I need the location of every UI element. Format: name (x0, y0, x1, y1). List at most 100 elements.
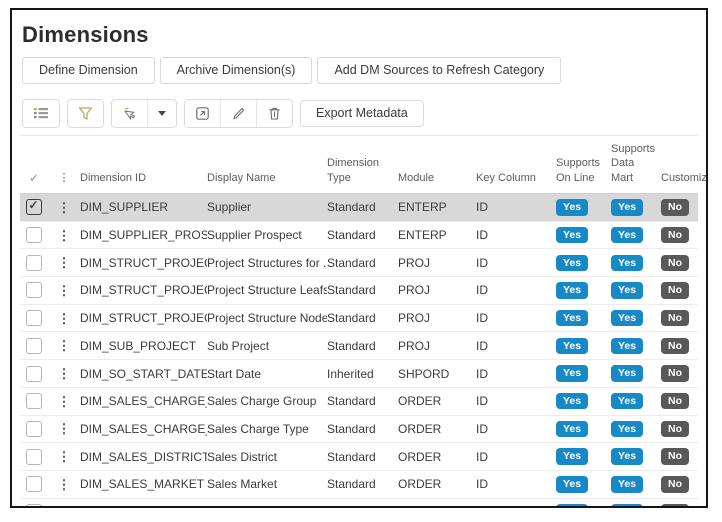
supports-on-line-badge: Yes (556, 365, 589, 382)
customized-badge: No (661, 448, 689, 465)
column-header-supports-on-line[interactable]: Supports On Line (556, 157, 601, 185)
row-checkbox[interactable] (26, 282, 42, 299)
supports-on-line-badge: Yes (556, 254, 589, 271)
supports-on-line-badge: Yes (556, 476, 589, 493)
cell-key-column: ID (476, 394, 488, 409)
cell-display-name: Sales Market (207, 477, 278, 492)
list-icon[interactable] (23, 100, 59, 127)
cell-display-name: Sub Project (207, 338, 270, 353)
customized-badge: No (661, 392, 689, 410)
edit-tools-group (184, 98, 293, 128)
row-checkbox[interactable] (26, 476, 42, 493)
customized-badge: No (661, 420, 689, 438)
table-row[interactable]: ⋮ DIM_SO_START_DATE Start Date Inherited… (20, 360, 698, 388)
row-kebab-icon[interactable]: ⋮ (57, 394, 71, 408)
row-kebab-icon[interactable]: ⋮ (57, 367, 71, 380)
row-kebab-icon[interactable]: ⋮ (57, 339, 71, 353)
cell-module: SHPORD (398, 366, 450, 381)
cell-dimension-id: DIM_SUPPLIER (80, 200, 169, 215)
table-row[interactable]: ⋮ DIM_SALES_DISTRICT Sales District Stan… (20, 443, 698, 471)
dropdown-caret-icon[interactable] (147, 99, 176, 127)
cell-key-column: ID (476, 200, 488, 215)
column-header-dimension-type[interactable]: Dimension Type (327, 157, 379, 185)
table-row[interactable]: ⋮ DIM_STRUCT_PROJECT Project Structures … (20, 249, 698, 278)
row-checkbox[interactable] (26, 420, 42, 437)
action-button-row: Define Dimension Archive Dimension(s) Ad… (22, 57, 698, 84)
row-checkbox[interactable] (26, 254, 42, 271)
row-checkbox[interactable] (26, 365, 42, 382)
row-kebab-icon[interactable]: ⋮ (57, 200, 71, 214)
add-dm-sources-button[interactable]: Add DM Sources to Refresh Category (317, 57, 562, 84)
row-kebab-icon[interactable]: ⋮ (54, 505, 80, 506)
row-checkbox[interactable] (26, 503, 42, 506)
column-header-module[interactable]: Module (398, 172, 435, 185)
cell-dimension-type: Standard (327, 338, 376, 353)
row-checkbox[interactable] (26, 448, 42, 465)
column-header-customized[interactable]: Customized (661, 172, 707, 185)
table-toolbar: Export Metadata (22, 98, 698, 128)
cell-display-name: Project Structures for ... (207, 255, 327, 270)
table-row[interactable]: ⋮ DIM_SUPPLIER_PROSP... Supplier Prospec… (20, 221, 698, 250)
supports-on-line-badge: Yes (556, 337, 589, 355)
customized-badge: No (661, 365, 689, 382)
cell-key-column: ID (476, 283, 488, 298)
column-header-dimension-id[interactable]: Dimension ID (80, 172, 147, 185)
open-in-window-icon[interactable] (185, 100, 220, 127)
row-kebab-icon[interactable]: ⋮ (57, 311, 71, 325)
table-row[interactable]: ⋮ DIM_SUPPLIER Supplier Standard ENTERP … (20, 194, 698, 222)
cell-dimension-type: Standard (327, 394, 376, 409)
row-kebab-icon[interactable]: ⋮ (57, 256, 71, 270)
cell-key-column: ID (476, 255, 488, 270)
customized-badge: No (661, 254, 689, 271)
cell-dimension-id: DIM_SALES_CHARGE_G... (80, 394, 207, 409)
cell-module: ENTERP (398, 200, 447, 215)
cell-dimension-type: Standard (327, 311, 376, 326)
cell-key-column: ID (476, 449, 488, 464)
cell-display-name: Sales Charge Type (207, 421, 309, 436)
select-all-checkmark-icon[interactable]: ✓ (28, 170, 40, 185)
supports-data-mart-badge: Yes (611, 309, 644, 327)
row-kebab-icon[interactable]: ⋮ (57, 422, 71, 436)
table-row[interactable]: ⋮ DIM_SALES_MARKET Sales Market Standard… (20, 470, 698, 499)
archive-dimension-button[interactable]: Archive Dimension(s) (159, 57, 313, 84)
row-checkbox[interactable] (26, 310, 42, 327)
cell-dimension-id: DIM_STRUCT_PROJECT... (80, 311, 207, 326)
table-row[interactable]: ⋮ DIM_SALES_CHARGE_T... Sales Charge Typ… (20, 415, 698, 444)
row-kebab-icon[interactable]: ⋮ (57, 283, 71, 297)
column-header-supports-data-mart[interactable]: Supports Data Mart (611, 142, 656, 185)
cell-key-column: ID (476, 338, 488, 353)
cell-key-column: ID (476, 228, 488, 243)
row-checkbox[interactable] (26, 199, 42, 216)
table-row[interactable]: ⋮ DIM_STRUCT_PROJECT... Project Structur… (20, 277, 698, 305)
cell-dimension-type: Standard (327, 228, 376, 243)
cell-display-name: Start Date (207, 366, 262, 381)
column-header-display-name[interactable]: Display Name (207, 172, 276, 185)
row-checkbox[interactable] (26, 227, 42, 244)
export-metadata-button[interactable]: Export Metadata (300, 99, 424, 127)
cell-module: PROJ (398, 311, 431, 326)
define-dimension-button[interactable]: Define Dimension (22, 57, 155, 84)
table-row[interactable]: ⋮ DIM_SALES_CHARGE_G... Sales Charge Gro… (20, 387, 698, 416)
row-kebab-icon[interactable]: ⋮ (57, 477, 71, 491)
supports-data-mart-badge: Yes (611, 199, 644, 216)
row-kebab-icon[interactable]: ⋮ (57, 228, 71, 242)
table-row[interactable]: ⋮ DIM_STRUCT_PROJECT... Project Structur… (20, 304, 698, 333)
row-checkbox[interactable] (26, 337, 42, 354)
dimensions-table: ✓ ⋮ Dimension ID Display Name Dimension … (20, 134, 706, 506)
cell-module: ORDER (398, 505, 476, 506)
row-kebab-icon[interactable]: ⋮ (57, 450, 71, 464)
supports-data-mart-badge: Yes (611, 503, 644, 506)
filter-icon[interactable] (68, 100, 103, 127)
cell-dimension-id: DIM_SUB_PROJECT (80, 338, 197, 353)
cell-module: PROJ (398, 283, 431, 298)
column-header-key-column[interactable]: Key Column (476, 172, 536, 185)
edit-icon[interactable] (220, 99, 256, 127)
delete-icon[interactable] (256, 99, 292, 127)
supports-on-line-badge: Yes (556, 392, 589, 410)
select-icon[interactable] (112, 100, 147, 127)
table-row[interactable]: ⋮ DIM_SUB_PROJECT Sub Project Standard P… (20, 332, 698, 361)
row-checkbox[interactable] (26, 393, 42, 410)
cell-key-column: ID (476, 421, 488, 436)
table-row[interactable]: ⋮ DIM_SALES_PART Sales Part Standard ORD… (20, 498, 698, 506)
